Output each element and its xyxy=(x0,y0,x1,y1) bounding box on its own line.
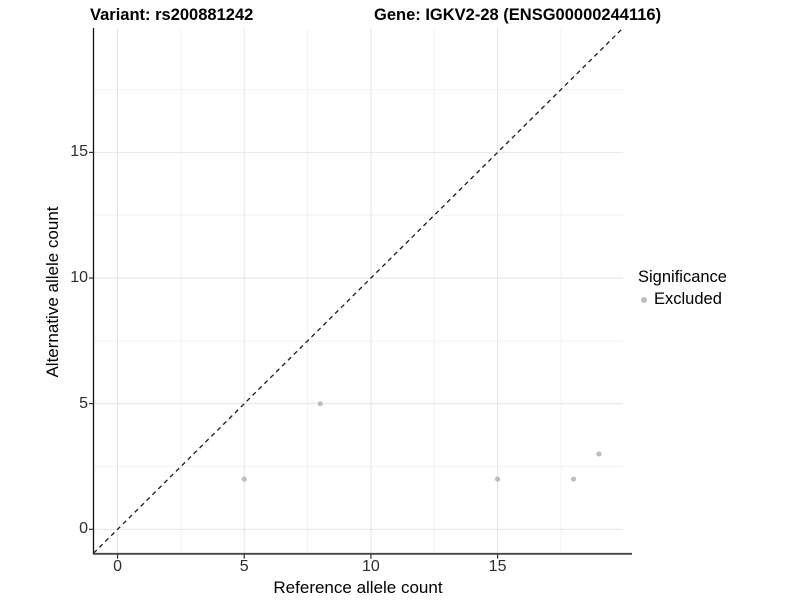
plot-title-variant: Variant: rs200881242 xyxy=(90,6,254,24)
x-axis-label: Reference allele count xyxy=(273,578,443,597)
x-tick-label: 0 xyxy=(113,558,123,575)
y-tick-label: 0 xyxy=(79,520,88,538)
legend-title: Significance xyxy=(638,268,727,286)
y-tick-label: 15 xyxy=(70,143,88,161)
plot-title-gene: Gene: IGKV2-28 (ENSG00000244116) xyxy=(374,6,662,24)
identity-line xyxy=(93,27,624,554)
data-point xyxy=(317,401,323,407)
y-tick-label: 5 xyxy=(79,394,88,412)
legend-item-label: Excluded xyxy=(654,290,722,308)
x-tick-label: 5 xyxy=(239,558,249,575)
x-tick-label: 15 xyxy=(488,558,507,575)
data-point xyxy=(570,476,577,482)
legend-item-excluded: Excluded xyxy=(638,290,800,309)
legend-items: Excluded xyxy=(638,290,800,309)
data-point xyxy=(241,476,247,482)
legend-key-dot xyxy=(641,296,647,303)
data-point xyxy=(494,476,501,482)
legend: Significance Excluded xyxy=(638,268,800,309)
data-point xyxy=(596,451,602,457)
x-tick-label: 10 xyxy=(362,558,380,575)
y-tick-label: 10 xyxy=(70,269,88,287)
